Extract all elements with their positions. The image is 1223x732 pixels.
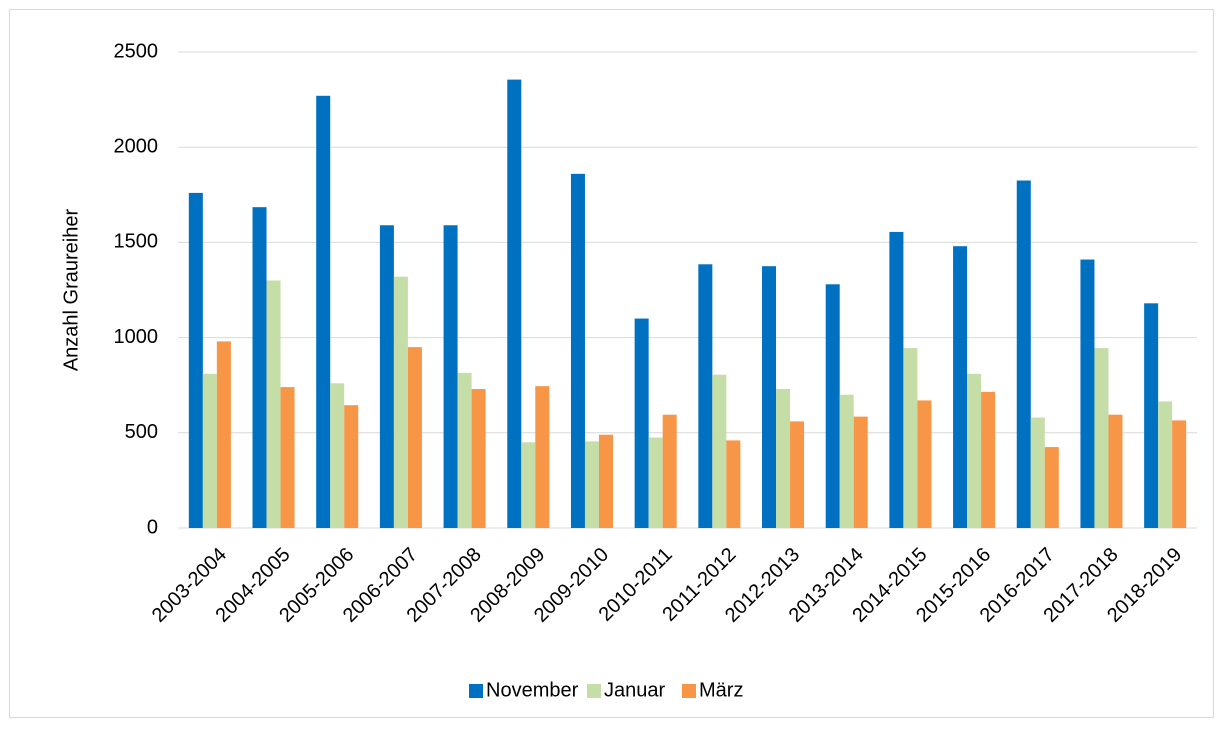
bar (584, 441, 599, 528)
bar (1044, 447, 1059, 528)
bar (457, 372, 472, 528)
bar (839, 394, 854, 528)
bar (903, 348, 918, 528)
bar (1158, 401, 1173, 528)
bar (443, 225, 458, 528)
bar (776, 389, 791, 528)
bar (648, 437, 663, 528)
y-tick-label: 1000 (114, 326, 159, 348)
bar (598, 434, 613, 528)
legend-label: März (699, 679, 743, 701)
bar (216, 341, 231, 528)
bar (662, 414, 677, 528)
chart-border (9, 9, 1214, 718)
bar (967, 373, 982, 528)
bar (471, 389, 486, 528)
bar (521, 442, 536, 528)
bar (825, 284, 840, 528)
bar (280, 387, 295, 528)
bar (1172, 420, 1187, 528)
bar (762, 266, 777, 528)
bar (252, 207, 267, 528)
y-tick-label: 2000 (114, 135, 159, 157)
bar (344, 405, 359, 528)
y-tick-label: 2500 (114, 40, 159, 62)
y-tick-label: 0 (147, 516, 158, 538)
legend-label: November (486, 679, 579, 701)
bar (1144, 303, 1159, 528)
bar (853, 416, 868, 528)
bar (379, 225, 394, 528)
bar (917, 400, 932, 528)
y-tick-label: 1500 (114, 231, 159, 253)
bar (1094, 348, 1109, 528)
bar (393, 276, 408, 528)
bar (1016, 180, 1031, 528)
bar (535, 386, 550, 528)
bar (1108, 414, 1123, 528)
bar (570, 173, 585, 528)
bar (726, 440, 741, 528)
bar (202, 373, 217, 528)
legend-swatch (469, 684, 483, 698)
y-axis-label: Anzahl Graureiher (60, 209, 82, 372)
bar (889, 231, 904, 529)
legend-swatch (587, 684, 601, 698)
bar (266, 280, 281, 528)
legend-swatch (682, 684, 696, 698)
bar (316, 95, 331, 529)
bar (1030, 417, 1045, 528)
y-tick-label: 500 (125, 421, 158, 443)
bar (953, 246, 968, 528)
bar (698, 264, 713, 528)
bar (634, 318, 649, 528)
legend-label: Januar (604, 679, 665, 701)
bar (507, 79, 522, 528)
bar (407, 347, 422, 528)
bar (188, 192, 203, 528)
bar (1080, 259, 1095, 528)
bar (712, 374, 727, 528)
bar (981, 391, 996, 528)
bar (790, 421, 805, 528)
bar (330, 383, 345, 528)
